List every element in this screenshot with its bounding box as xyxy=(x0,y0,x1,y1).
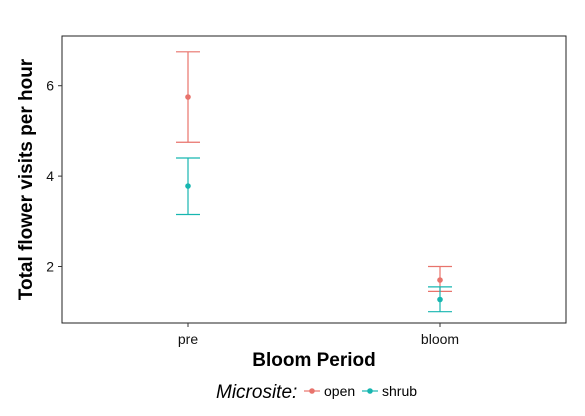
legend-title: Microsite: xyxy=(216,382,297,403)
y-axis: 2 4 6 xyxy=(46,78,62,275)
y-tick-label: 2 xyxy=(46,259,54,275)
x-tick-label: bloom xyxy=(421,331,459,347)
data-point-open xyxy=(185,94,191,100)
legend-key-shrub xyxy=(367,388,373,394)
y-tick-label: 6 xyxy=(46,78,54,94)
legend-label: open xyxy=(324,383,355,399)
x-axis-title: Bloom Period xyxy=(252,350,376,371)
legend-key-open xyxy=(309,388,315,394)
legend-item-open: open xyxy=(304,383,355,399)
plot-panel xyxy=(61,35,567,324)
data-marks xyxy=(176,51,452,313)
x-tick-label: pre xyxy=(178,331,198,347)
data-point-shrub xyxy=(185,183,191,189)
data-point-open xyxy=(437,277,443,283)
legend-label: shrub xyxy=(382,383,417,399)
data-point-shrub xyxy=(437,296,443,303)
legend: Microsite: open shrub xyxy=(216,382,417,403)
legend-item-shrub: shrub xyxy=(362,383,417,399)
x-axis: pre bloom xyxy=(178,323,459,347)
y-tick-label: 4 xyxy=(46,168,54,184)
y-axis-title: Total flower visits per hour xyxy=(16,58,37,300)
